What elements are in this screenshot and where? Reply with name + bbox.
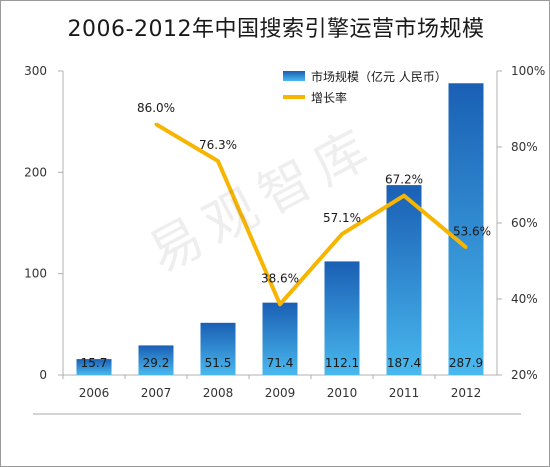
growth-rate-point [464, 245, 468, 249]
bar [138, 345, 174, 375]
bar-value-label: 287.9 [449, 356, 483, 370]
bar-value-label: 15.7 [81, 356, 108, 370]
growth-rate-point [402, 194, 406, 198]
y2-tick-label: 40% [511, 292, 538, 306]
x-tick-label: 2008 [203, 386, 234, 400]
growth-rate-label: 38.6% [261, 271, 299, 285]
y2-tick-label: 20% [511, 368, 538, 382]
growth-rate-label: 67.2% [385, 173, 423, 187]
bar [448, 83, 484, 376]
growth-rate-point [216, 159, 220, 163]
legend-label-bar: 市场规模（亿元 人民币） [311, 69, 447, 84]
y-tick-label: 100 [24, 267, 47, 281]
x-tick-label: 2006 [79, 386, 110, 400]
legend-swatch-bar [283, 71, 305, 81]
bar [200, 322, 236, 375]
y-tick-label: 300 [24, 64, 47, 78]
y-tick-label: 0 [39, 368, 47, 382]
bar-value-label: 187.4 [387, 356, 421, 370]
x-tick-label: 2012 [451, 386, 482, 400]
legend-label-line: 增长率 [311, 90, 347, 105]
bar-value-label: 112.1 [325, 356, 359, 370]
bar-value-label: 51.5 [205, 356, 232, 370]
bar [262, 302, 298, 375]
bottom-divider [33, 413, 521, 415]
y2-tick-label: 80% [511, 140, 538, 154]
chart-title: 2006-2012年中国搜索引擎运营市场规模 [67, 17, 485, 42]
bar-value-label: 71.4 [267, 356, 294, 370]
x-tick-label: 2007 [141, 386, 172, 400]
bar [386, 185, 422, 375]
x-tick-label: 2009 [265, 386, 296, 400]
growth-rate-point [340, 232, 344, 236]
bar [324, 261, 360, 375]
x-tick-label: 2010 [327, 386, 358, 400]
bar-value-label: 29.2 [143, 356, 170, 370]
growth-rate-label: 76.3% [199, 138, 237, 152]
y2-tick-label: 60% [511, 216, 538, 230]
bar [76, 359, 112, 375]
y-tick-label: 200 [24, 165, 47, 179]
growth-rate-label: 57.1% [323, 211, 361, 225]
growth-rate-label: 53.6% [453, 224, 491, 238]
growth-rate-point [154, 122, 158, 126]
growth-rate-label: 86.0% [137, 101, 175, 115]
y2-tick-label: 100% [511, 64, 545, 78]
growth-rate-point [278, 302, 282, 306]
x-tick-label: 2011 [389, 386, 420, 400]
growth-rate-line [154, 122, 468, 307]
